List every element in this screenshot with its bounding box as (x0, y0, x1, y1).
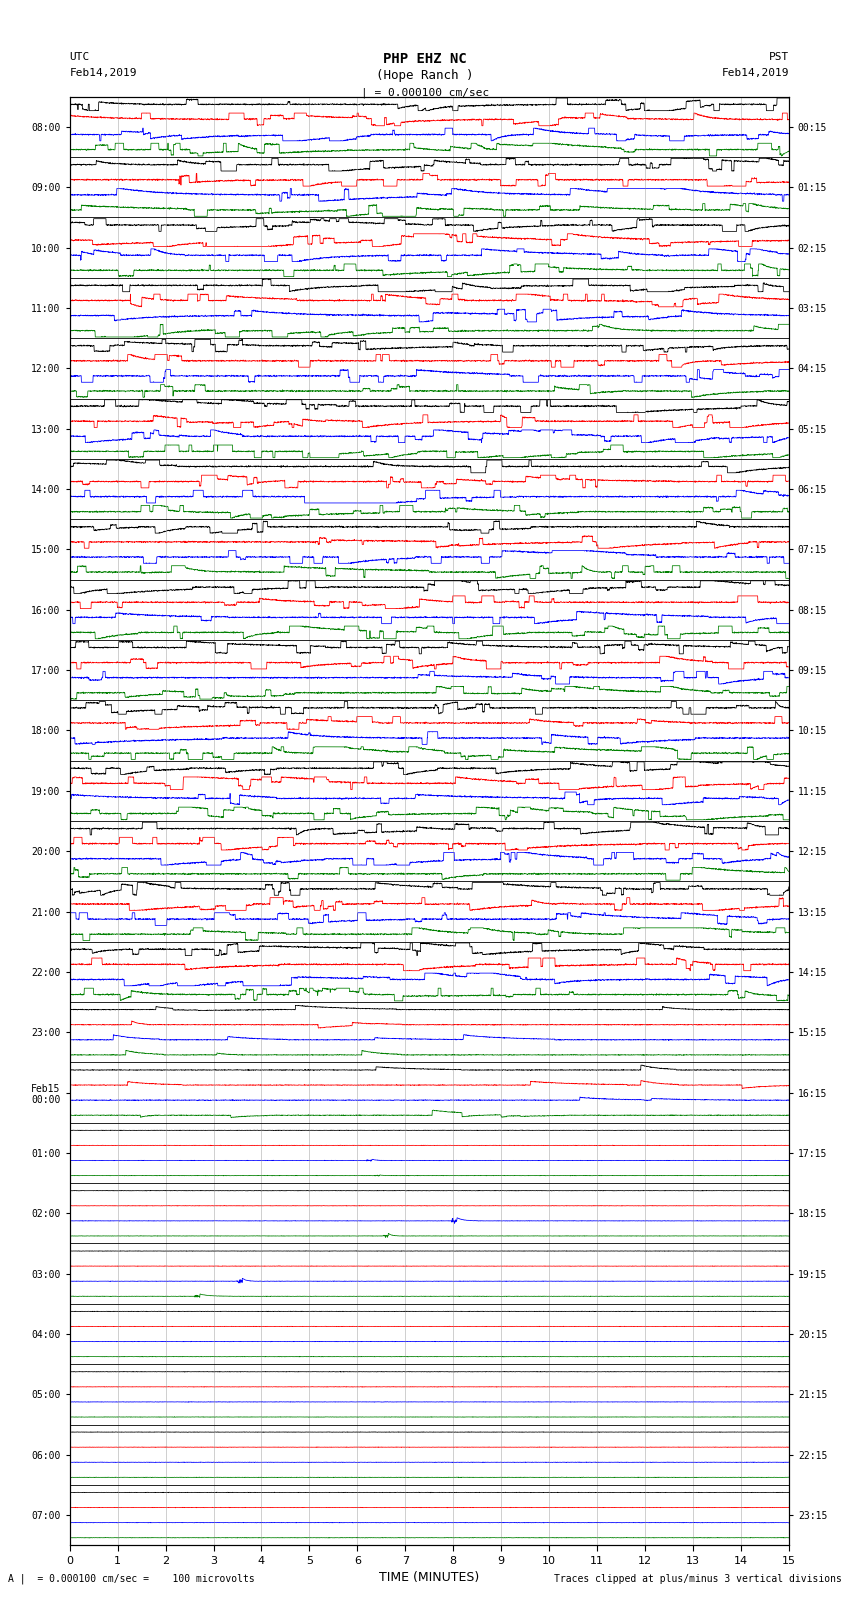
Text: Traces clipped at plus/minus 3 vertical divisions: Traces clipped at plus/minus 3 vertical … (553, 1574, 842, 1584)
Text: PHP EHZ NC: PHP EHZ NC (383, 52, 467, 66)
Text: | = 0.000100 cm/sec: | = 0.000100 cm/sec (361, 87, 489, 98)
Text: Feb14,2019: Feb14,2019 (70, 68, 137, 77)
Text: (Hope Ranch ): (Hope Ranch ) (377, 69, 473, 82)
Text: UTC: UTC (70, 52, 90, 61)
Text: Feb14,2019: Feb14,2019 (722, 68, 789, 77)
X-axis label: TIME (MINUTES): TIME (MINUTES) (379, 1571, 479, 1584)
Text: PST: PST (768, 52, 789, 61)
Text: A |  = 0.000100 cm/sec =    100 microvolts: A | = 0.000100 cm/sec = 100 microvolts (8, 1573, 255, 1584)
